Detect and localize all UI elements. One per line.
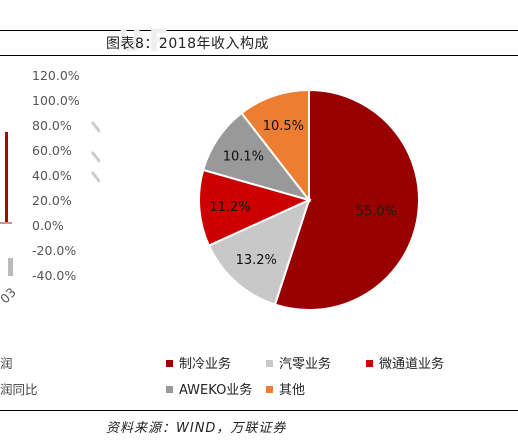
y-tick-label: -40.0% <box>32 268 77 283</box>
legend-label: 微通道业务 <box>379 357 445 372</box>
legend-item-aweko: AWEKO业务 <box>166 379 252 398</box>
pie-slice <box>240 88 310 203</box>
top-rule <box>0 30 518 31</box>
legend-label: 制冷业务 <box>179 357 232 372</box>
pie-slice <box>207 198 311 306</box>
left-bar-negative <box>8 258 13 276</box>
chevron-decoration <box>90 121 100 183</box>
slice-data-label: 55.0% <box>356 205 397 220</box>
pie-chart: 55.0% 13.2% 11.2% 10.1% 10.5% <box>198 88 420 311</box>
pie-slice <box>198 168 312 247</box>
chart-title: 图表8：2018年收入构成 <box>106 36 270 52</box>
y-tick-label: 120.0% <box>32 68 80 83</box>
slice-data-label: 10.1% <box>223 150 264 165</box>
y-tick-label: -20.0% <box>32 243 77 258</box>
legend-item-other: 其他 <box>266 379 305 398</box>
legend-label: AWEKO业务 <box>179 383 253 398</box>
source-rule <box>0 410 518 411</box>
y-tick-label: 80.0% <box>32 118 72 133</box>
legend-swatch <box>166 386 173 393</box>
slice-data-label: 13.2% <box>236 253 277 268</box>
pie-slice <box>273 88 420 311</box>
left-legend-item: 润 <box>0 356 13 371</box>
legend-swatch <box>266 360 273 367</box>
title-rule <box>0 55 518 56</box>
legend-item-auto-parts: 汽零业务 <box>266 353 331 372</box>
y-tick-label: 60.0% <box>32 143 72 158</box>
left-bar <box>5 132 8 222</box>
source-note: 资料来源：WIND，万联证券 <box>106 421 287 436</box>
legend-label: 汽零业务 <box>279 357 332 372</box>
y-tick-label: 20.0% <box>32 193 72 208</box>
legend-item-refrigeration: 制冷业务 <box>166 353 231 372</box>
legend-item-microchannel: 微通道业务 <box>366 353 444 372</box>
left-cropped-chart: 120.0% 100.0% 80.0% 60.0% 40.0% 20.0% 0.… <box>0 0 100 410</box>
left-chart-marks <box>0 121 100 276</box>
legend-swatch <box>266 386 273 393</box>
legend-swatch <box>366 360 373 367</box>
legend-swatch <box>166 360 173 367</box>
slice-data-label: 10.5% <box>263 119 304 134</box>
watermark: UF <box>118 24 175 59</box>
y-tick-label: 100.0% <box>32 93 80 108</box>
y-tick-label: 40.0% <box>32 168 72 183</box>
y-tick-label: 0.0% <box>32 218 64 233</box>
slice-data-label: 11.2% <box>209 200 250 215</box>
left-legend-item: 润同比 <box>0 382 38 397</box>
legend-label: 其他 <box>279 383 306 398</box>
